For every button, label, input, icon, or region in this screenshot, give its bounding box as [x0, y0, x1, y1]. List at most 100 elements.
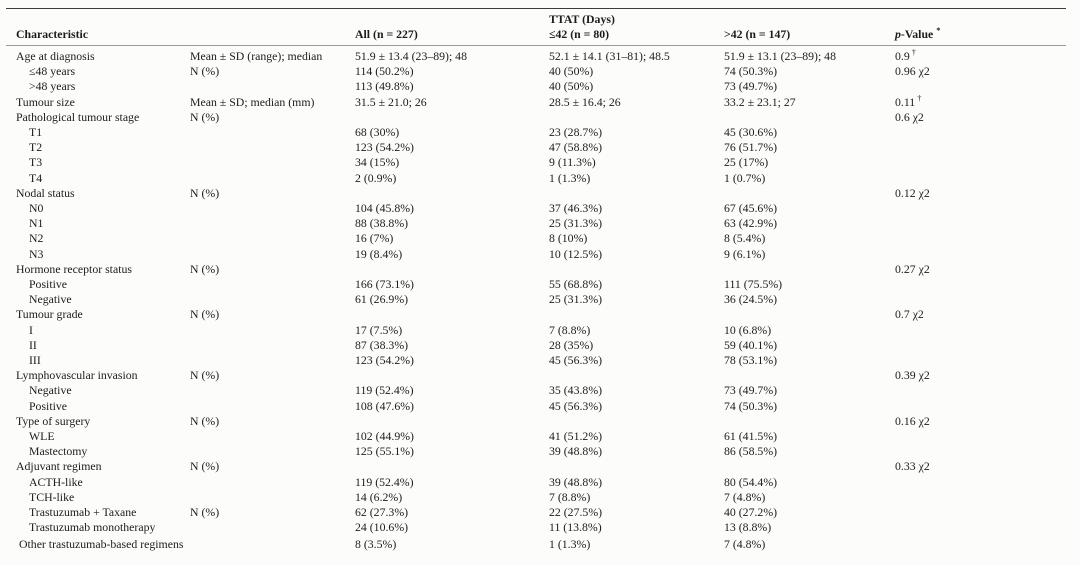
- pvalue-text: 0.7 χ2: [895, 307, 924, 322]
- cell-gt42: 33.2 ± 23.1; 27: [724, 94, 796, 109]
- row-label: Other trastuzumab-based regimens: [19, 536, 184, 551]
- cell-le42: 39 (48.8%): [549, 444, 603, 459]
- characteristics-table: Characteristic All (n = 227) TTAT (Days)…: [6, 8, 1066, 553]
- cell-pvalue: [895, 171, 1066, 186]
- cell-all: 119 (52.4%): [355, 383, 414, 398]
- cell-gt42: 45 (30.6%): [724, 125, 778, 140]
- pvalue-p-italic: p: [895, 26, 901, 41]
- row-label: TCH-like: [29, 489, 75, 504]
- cell-gt42: 63 (42.9%): [724, 216, 778, 231]
- cell-all: 34 (15%): [355, 155, 400, 170]
- cell-le42: 28.5 ± 16.4; 26: [549, 94, 621, 109]
- cell-le42: 39 (48.8%): [549, 474, 603, 489]
- pvalue-text: 0.27 χ2: [895, 261, 930, 276]
- pvalue-dagger: †: [911, 47, 916, 58]
- cell-le42: 47 (58.8%): [549, 140, 603, 155]
- row-descriptor: N (%): [190, 261, 220, 276]
- cell-gt42: 1 (0.7%): [724, 170, 766, 185]
- table-row: Other trastuzumab-based regimens 8 (3.5%…: [6, 536, 1066, 554]
- cell-le42: 7 (8.8%): [549, 489, 591, 504]
- table-row: ACTH-like 119 (52.4%) 39 (48.8%) 80 (54.…: [6, 475, 1066, 490]
- pvalue-text: 0.16 χ2: [895, 413, 930, 428]
- table-row: Positive 166 (73.1%) 55 (68.8%) 111 (75.…: [6, 277, 1066, 292]
- row-label: T1: [29, 125, 43, 140]
- cell-pvalue: 0.12 χ2: [895, 186, 1066, 201]
- row-label: Type of surgery: [16, 413, 91, 428]
- cell-pvalue: [895, 475, 1066, 490]
- cell-gt42: 7 (4.8%): [724, 536, 766, 551]
- cell-le42: 1 (1.3%): [549, 536, 591, 551]
- row-label: Trastuzumab + Taxane: [29, 505, 137, 520]
- table-row: WLE 102 (44.9%) 41 (51.2%) 61 (41.5%): [6, 429, 1066, 444]
- row-descriptor: N (%): [190, 505, 220, 520]
- row-label: >48 years: [29, 79, 76, 94]
- cell-le42: 9 (11.3%): [549, 155, 596, 170]
- row-descriptor: Mean ± SD; median (mm): [190, 94, 315, 109]
- cell-pvalue: [895, 353, 1066, 368]
- cell-pvalue: [895, 399, 1066, 414]
- row-label: Negative: [29, 292, 72, 307]
- cell-pvalue: [895, 277, 1066, 292]
- pvalue-text: 0.39 χ2: [895, 368, 930, 383]
- cell-all: 123 (54.2%): [355, 353, 414, 368]
- cell-all: 166 (73.1%): [355, 277, 414, 292]
- cell-pvalue: 0.39 χ2: [895, 368, 1066, 383]
- cell-le42: 1 (1.3%): [549, 170, 591, 185]
- cell-pvalue: 0.6 χ2: [895, 110, 1066, 125]
- cell-gt42: 73 (49.7%): [724, 383, 778, 398]
- cell-le42: 45 (56.3%): [549, 398, 603, 413]
- cell-all: 19 (8.4%): [355, 246, 403, 261]
- cell-all: 114 (50.2%): [355, 64, 414, 79]
- cell-pvalue: [895, 247, 1066, 262]
- row-descriptor: N (%): [190, 185, 220, 200]
- row-label: Negative: [29, 383, 72, 398]
- header-all: All (n = 227): [355, 26, 418, 41]
- table-row: Trastuzumab monotherapy 24 (10.6%) 11 (1…: [6, 520, 1066, 535]
- row-descriptor: N (%): [190, 307, 220, 322]
- row-label: ≤48 years: [29, 64, 76, 79]
- cell-pvalue: 0.9 †: [895, 47, 1066, 64]
- table-row: TCH-like 14 (6.2%) 7 (8.8%) 7 (4.8%): [6, 490, 1066, 505]
- cell-pvalue: [895, 155, 1066, 170]
- cell-le42: 8 (10%): [549, 231, 588, 246]
- row-label: Adjuvant regimen: [16, 459, 102, 474]
- table-row: T2 123 (54.2%) 47 (58.8%) 76 (51.7%): [6, 140, 1066, 155]
- cell-gt42: 61 (41.5%): [724, 429, 778, 444]
- cell-all: 31.5 ± 21.0; 26: [355, 94, 427, 109]
- cell-gt42: 25 (17%): [724, 155, 769, 170]
- row-label: III: [29, 353, 41, 368]
- table-row: Mastectomy 125 (55.1%) 39 (48.8%) 86 (58…: [6, 444, 1066, 459]
- row-descriptor: N (%): [190, 64, 220, 79]
- cell-gt42: 40 (27.2%): [724, 505, 778, 520]
- table-row: Nodal status N (%) 0.12 χ2: [6, 186, 1066, 201]
- row-label: Hormone receptor status: [16, 261, 132, 276]
- table-row: Lymphovascular invasion N (%) 0.39 χ2: [6, 368, 1066, 383]
- cell-gt42: 10 (6.8%): [724, 322, 772, 337]
- cell-gt42: 73 (49.7%): [724, 79, 778, 94]
- table-row: Pathological tumour stage N (%) 0.6 χ2: [6, 110, 1066, 125]
- table-row: Negative 61 (26.9%) 25 (31.3%) 36 (24.5%…: [6, 292, 1066, 307]
- cell-le42: 37 (46.3%): [549, 201, 603, 216]
- cell-all: 108 (47.6%): [355, 398, 414, 413]
- row-label: WLE: [29, 429, 55, 444]
- cell-gt42: 59 (40.1%): [724, 337, 778, 352]
- row-label: N1: [29, 216, 44, 231]
- header-ttat-group: TTAT (Days) ≤42 (n = 80): [549, 12, 724, 41]
- table-row: Trastuzumab + Taxane N (%) 62 (27.3%) 22…: [6, 505, 1066, 520]
- row-label: II: [29, 337, 37, 352]
- cell-pvalue: [895, 201, 1066, 216]
- cell-all: 17 (7.5%): [355, 322, 403, 337]
- cell-pvalue: 0.7 χ2: [895, 307, 1066, 322]
- cell-gt42: 76 (51.7%): [724, 140, 778, 155]
- row-label: Positive: [29, 277, 68, 292]
- row-label: N3: [29, 246, 44, 261]
- cell-all: 62 (27.3%): [355, 505, 409, 520]
- pvalue-text: 0.6 χ2: [895, 109, 924, 124]
- cell-le42: 45 (56.3%): [549, 353, 603, 368]
- table-row: II 87 (38.3%) 28 (35%) 59 (40.1%): [6, 338, 1066, 353]
- table-row: N0 104 (45.8%) 37 (46.3%) 67 (45.6%): [6, 201, 1066, 216]
- row-label: N0: [29, 201, 44, 216]
- row-label: T2: [29, 140, 43, 155]
- cell-gt42: 67 (45.6%): [724, 201, 778, 216]
- pvalue-text: 0.11: [895, 94, 916, 109]
